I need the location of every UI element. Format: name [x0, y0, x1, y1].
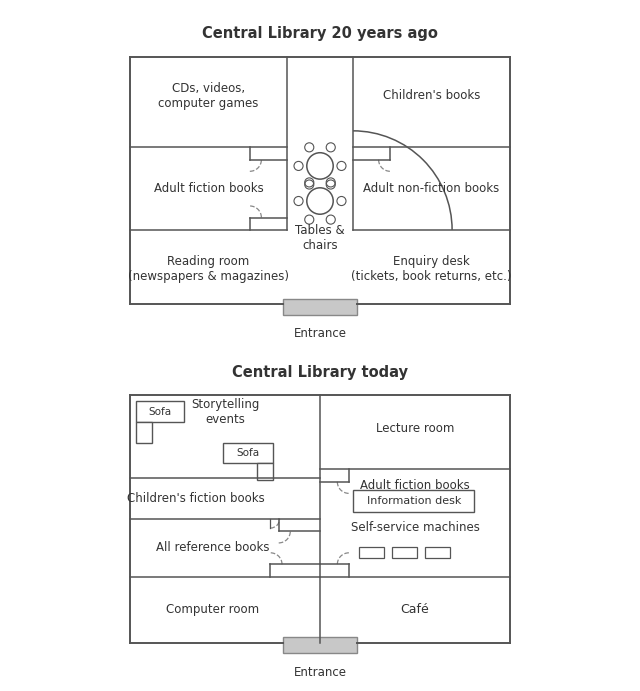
Bar — [257, 463, 273, 480]
Text: Information desk: Information desk — [367, 496, 461, 507]
Text: Adult fiction books: Adult fiction books — [154, 182, 264, 195]
Text: Sofa: Sofa — [236, 448, 259, 458]
Text: Lecture room: Lecture room — [376, 422, 454, 435]
Text: All reference books: All reference books — [156, 541, 269, 554]
Bar — [283, 299, 357, 314]
Text: Enquiry desk
(tickets, book returns, etc.): Enquiry desk (tickets, book returns, etc… — [351, 255, 512, 283]
Bar — [392, 547, 417, 558]
Bar — [283, 637, 357, 653]
Bar — [425, 547, 450, 558]
Bar — [223, 444, 273, 463]
Text: Entrance: Entrance — [294, 327, 346, 340]
Text: Children's fiction books: Children's fiction books — [127, 492, 265, 505]
Bar — [359, 547, 384, 558]
Text: Adult non-fiction books: Adult non-fiction books — [364, 182, 500, 195]
Text: Café: Café — [401, 603, 429, 616]
Text: Reading room
(newspapers & magazines): Reading room (newspapers & magazines) — [128, 255, 289, 283]
Text: CDs, videos,
computer games: CDs, videos, computer games — [158, 82, 259, 110]
Text: Central Library 20 years ago: Central Library 20 years ago — [202, 26, 438, 41]
FancyBboxPatch shape — [353, 491, 474, 512]
Text: Self-service machines: Self-service machines — [351, 521, 479, 533]
Bar — [136, 422, 152, 443]
Text: Sofa: Sofa — [148, 406, 172, 417]
Text: Computer room: Computer room — [166, 603, 259, 616]
Text: Adult fiction books: Adult fiction books — [360, 480, 470, 493]
Text: Central Library today: Central Library today — [232, 365, 408, 380]
Bar — [136, 401, 184, 422]
Text: Children's books: Children's books — [383, 89, 480, 102]
Text: Entrance: Entrance — [294, 665, 346, 679]
Text: Tables &
chairs: Tables & chairs — [295, 224, 345, 252]
Text: Storytelling
events: Storytelling events — [191, 397, 259, 426]
